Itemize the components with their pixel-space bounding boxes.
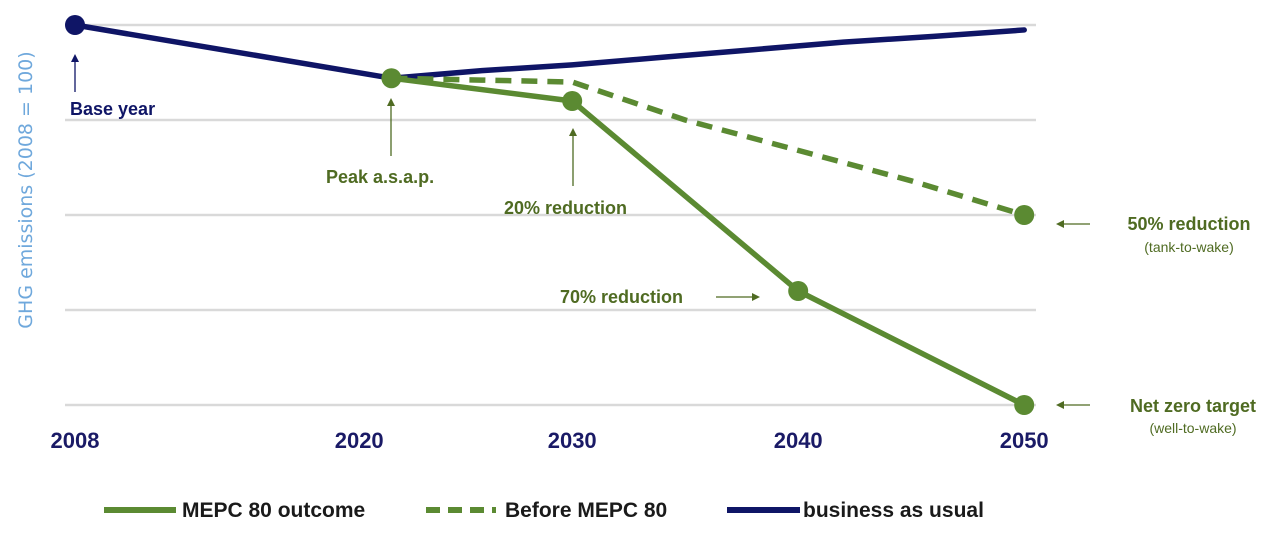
data-point: [381, 68, 402, 89]
data-point: [788, 281, 809, 301]
x-tick-label: 2040: [774, 428, 823, 453]
legend-label-mepc80: MEPC 80 outcome: [182, 499, 365, 522]
arrow-icon: [71, 54, 1090, 409]
legend: MEPC 80 outcome Before MEPC 80 business …: [104, 499, 984, 522]
data-point: [65, 15, 85, 35]
legend-label-before-mepc80: Before MEPC 80: [505, 499, 667, 522]
annotation-net-zero-sub: (well-to-wake): [1149, 420, 1236, 436]
data-point: [562, 91, 583, 111]
series-lines: [65, 15, 1035, 415]
series-line: [388, 75, 1027, 408]
data-point: [1014, 395, 1035, 415]
annotation-50-reduction-sub: (tank-to-wake): [1144, 239, 1233, 255]
series-line: [391, 75, 1025, 218]
series-line: [72, 22, 1027, 81]
legend-label-bau: business as usual: [803, 499, 984, 522]
annotation-base-year: Base year: [70, 99, 155, 119]
annotation-70-reduction: 70% reduction: [560, 287, 683, 307]
annotation-50-reduction: 50% reduction: [1127, 214, 1250, 234]
x-tick-label: 2030: [548, 428, 597, 453]
annotations: Base year Peak a.s.a.p. 20% reduction 70…: [70, 54, 1256, 436]
annotation-peak: Peak a.s.a.p.: [326, 167, 434, 187]
data-point: [1014, 205, 1035, 225]
x-tick-label: 2020: [335, 428, 384, 453]
annotation-20-reduction: 20% reduction: [504, 198, 627, 218]
x-tick-labels: 2008 2020 2030 2040 2050: [51, 428, 1049, 453]
x-tick-label: 2008: [51, 428, 100, 453]
y-axis-label: GHG emissions (2008 = 100): [15, 51, 37, 328]
x-tick-label: 2050: [1000, 428, 1049, 453]
annotation-net-zero: Net zero target: [1130, 396, 1256, 416]
gridlines: [65, 23, 1036, 407]
